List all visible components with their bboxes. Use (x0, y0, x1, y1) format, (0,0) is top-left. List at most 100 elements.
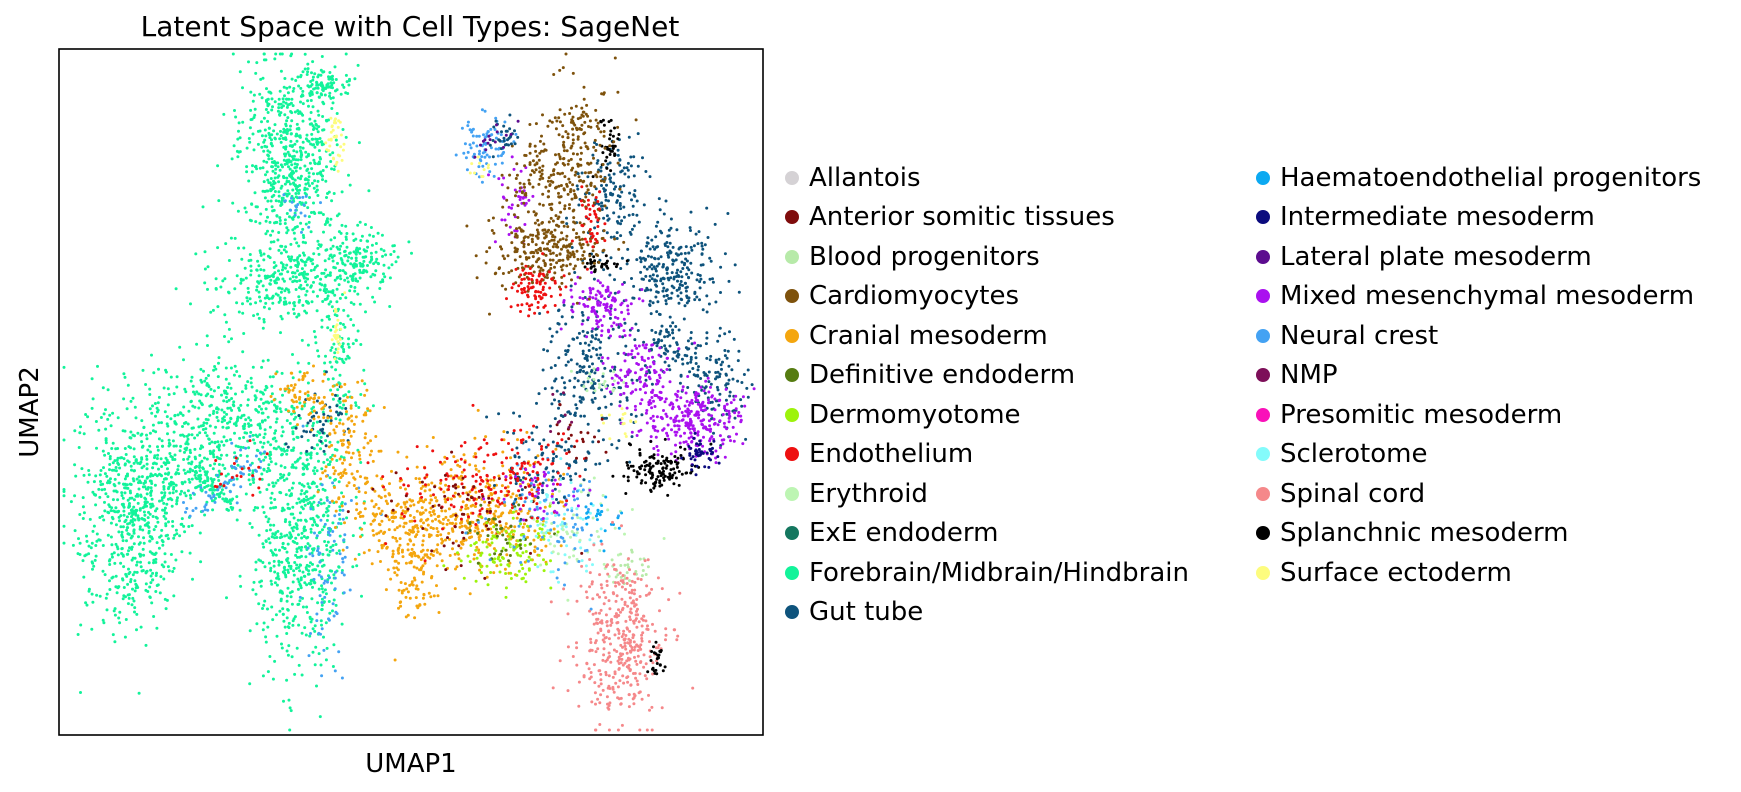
scatter-point (186, 422, 190, 426)
scatter-point (585, 569, 588, 573)
scatter-point (279, 261, 283, 265)
scatter-point (366, 239, 370, 243)
scatter-point (364, 432, 368, 436)
scatter-point (236, 209, 240, 213)
scatter-point (397, 606, 400, 610)
scatter-point (404, 494, 408, 498)
scatter-point (288, 277, 292, 281)
scatter-point (205, 484, 209, 488)
scatter-point (146, 590, 150, 593)
scatter-point (255, 622, 259, 626)
scatter-point (556, 530, 560, 534)
scatter-point (315, 123, 318, 127)
scatter-point (259, 212, 263, 216)
scatter-point (277, 231, 281, 234)
scatter-point (245, 165, 249, 169)
scatter-point (155, 571, 158, 575)
scatter-point (397, 561, 401, 565)
scatter-point (297, 580, 301, 584)
scatter-point (312, 500, 316, 504)
scatter-point (530, 431, 534, 435)
scatter-point (412, 565, 416, 569)
scatter-point (167, 520, 170, 524)
scatter-point (336, 247, 340, 251)
scatter-point (69, 500, 73, 504)
scatter-point (96, 364, 99, 368)
scatter-point (306, 181, 310, 185)
scatter-point (347, 255, 350, 259)
scatter-point (149, 581, 153, 585)
scatter-point (320, 93, 324, 97)
scatter-point (531, 470, 535, 473)
scatter-point (264, 407, 268, 411)
scatter-point (127, 596, 131, 600)
scatter-point (136, 431, 140, 435)
scatter-point (398, 524, 402, 528)
scatter-point (271, 481, 275, 485)
scatter-point (327, 314, 331, 318)
scatter-point (317, 211, 321, 215)
scatter-point (234, 424, 238, 427)
scatter-point (508, 554, 512, 557)
scatter-point (474, 579, 478, 583)
scatter-point (284, 245, 288, 249)
scatter-point (179, 444, 183, 448)
scatter-point (225, 392, 229, 396)
scatter-point (337, 230, 341, 234)
scatter-point (325, 496, 329, 500)
scatter-point (402, 483, 406, 487)
scatter-point (270, 108, 274, 112)
scatter-point (416, 500, 420, 504)
scatter-point (295, 550, 299, 554)
scatter-point (551, 550, 555, 554)
scatter-point (206, 508, 210, 512)
scatter-point (529, 558, 533, 562)
scatter-point (357, 141, 361, 145)
scatter-point (104, 408, 107, 412)
scatter-point (287, 644, 291, 648)
scatter-point (264, 288, 268, 292)
scatter-point (269, 395, 273, 398)
scatter-point (266, 215, 269, 219)
scatter-point (141, 368, 145, 372)
scatter-point (160, 563, 164, 567)
scatter-point (73, 463, 77, 467)
scatter-point (565, 544, 569, 548)
scatter-point (412, 576, 416, 580)
scatter-point (150, 353, 153, 357)
scatter-point (154, 557, 158, 561)
scatter-point (291, 217, 295, 221)
scatter-point (190, 460, 194, 464)
scatter-point (494, 549, 498, 553)
scatter-point (205, 457, 209, 461)
scatter-point (425, 473, 429, 477)
scatter-point (340, 504, 344, 508)
scatter-point (474, 464, 477, 468)
scatter-point (324, 419, 328, 423)
scatter-point (305, 187, 309, 191)
scatter-point (291, 539, 295, 543)
scatter-point (128, 436, 132, 440)
scatter-point (304, 280, 308, 284)
scatter-point (383, 275, 387, 279)
scatter-point (187, 455, 191, 459)
scatter-point (172, 536, 176, 540)
scatter-point (232, 465, 236, 469)
scatter-point (319, 619, 323, 623)
scatter-point (103, 573, 107, 577)
scatter-point (327, 504, 331, 508)
scatter-point (285, 162, 289, 166)
scatter-point (155, 457, 159, 460)
scatter-point (198, 464, 202, 468)
scatter-point (261, 76, 265, 80)
scatter-point (319, 435, 323, 439)
scatter-point (62, 524, 66, 528)
scatter-point (229, 366, 233, 370)
scatter-point (240, 390, 244, 394)
scatter-point (238, 436, 242, 440)
scatter-point (118, 466, 122, 470)
scatter-point (120, 491, 124, 495)
scatter-point (271, 294, 275, 298)
scatter-point (473, 452, 477, 456)
scatter-point (206, 344, 209, 347)
